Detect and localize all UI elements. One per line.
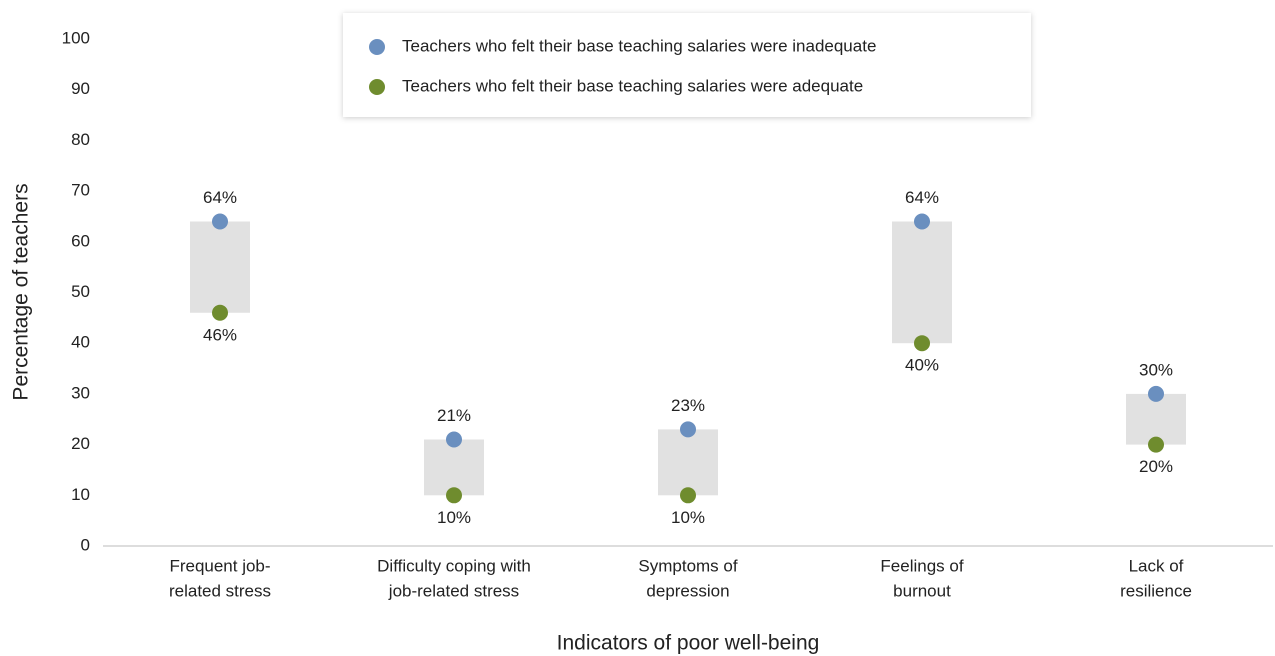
- legend-marker: [369, 39, 385, 55]
- data-label: 10%: [437, 508, 471, 527]
- dot: [446, 431, 462, 448]
- dot: [212, 304, 228, 321]
- data-label: 40%: [905, 356, 939, 375]
- dot: [914, 213, 930, 230]
- dot: [1148, 436, 1164, 453]
- x-tick-label: job-related stress: [388, 581, 519, 600]
- y-tick-label: 100: [62, 28, 90, 47]
- dot: [680, 421, 696, 438]
- y-tick-label: 40: [71, 333, 90, 352]
- x-axis-title: Indicators of poor well-being: [557, 632, 820, 655]
- dot: [446, 487, 462, 504]
- data-label: 64%: [203, 188, 237, 207]
- y-tick-label: 50: [71, 282, 90, 301]
- y-tick-label: 80: [71, 130, 90, 149]
- x-tick-label: Lack of: [1129, 556, 1184, 575]
- x-tick-label: related stress: [169, 581, 271, 600]
- legend-label: Teachers who felt their base teaching sa…: [402, 76, 863, 95]
- data-label: 21%: [437, 406, 471, 425]
- legend-marker: [369, 79, 385, 95]
- dot: [212, 213, 228, 230]
- x-tick-label: Feelings of: [880, 556, 963, 575]
- legend: Teachers who felt their base teaching sa…: [343, 13, 1031, 117]
- x-tick-label: resilience: [1120, 581, 1192, 600]
- dot: [914, 335, 930, 352]
- data-label: 30%: [1139, 360, 1173, 379]
- y-tick-label: 60: [71, 231, 90, 250]
- range-bar: [190, 221, 250, 313]
- x-tick-label: Frequent job-: [169, 556, 270, 575]
- dot: [1148, 385, 1164, 402]
- data-label: 64%: [905, 188, 939, 207]
- x-tick-label: Symptoms of: [638, 556, 737, 575]
- x-tick-label: depression: [646, 581, 729, 600]
- y-tick-label: 0: [81, 535, 90, 554]
- y-tick-label: 70: [71, 181, 90, 200]
- legend-box: [343, 13, 1031, 117]
- range-bar: [658, 429, 718, 496]
- data-label: 10%: [671, 508, 705, 527]
- x-tick-label: Difficulty coping with: [377, 556, 531, 575]
- x-tick-label: burnout: [893, 581, 951, 600]
- data-label: 46%: [203, 325, 237, 344]
- data-label: 23%: [671, 396, 705, 415]
- y-axis-title: Percentage of teachers: [10, 183, 33, 400]
- dot: [680, 487, 696, 504]
- range-bar: [1126, 393, 1186, 445]
- data-label: 20%: [1139, 457, 1173, 476]
- y-tick-label: 20: [71, 434, 90, 453]
- y-tick-label: 30: [71, 383, 90, 402]
- range-bar: [892, 221, 952, 344]
- range-bar: [424, 439, 484, 496]
- legend-label: Teachers who felt their base teaching sa…: [402, 36, 876, 55]
- y-tick-label: 90: [71, 79, 90, 98]
- y-tick-label: 10: [71, 485, 90, 504]
